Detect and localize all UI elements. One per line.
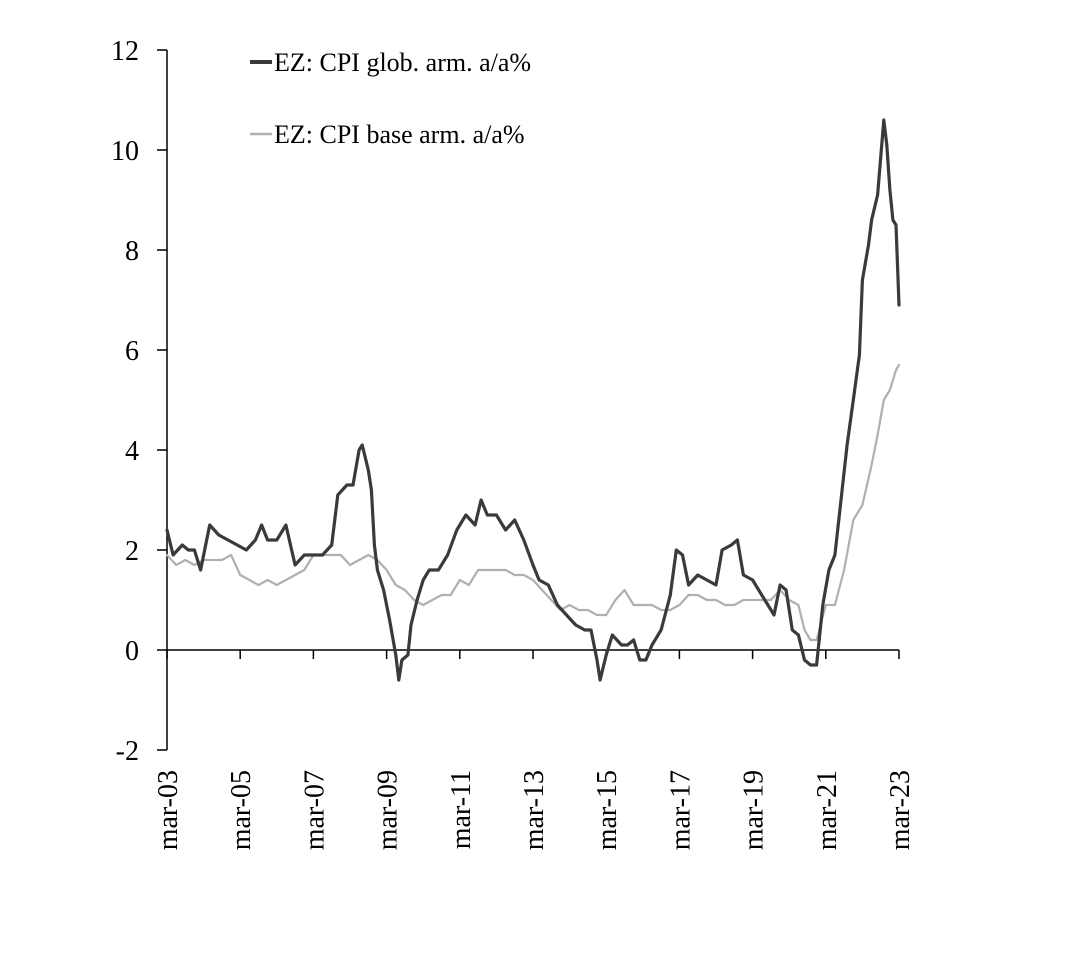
x-tick-label: mar-03	[153, 770, 184, 850]
y-tick-label: 6	[125, 336, 139, 367]
x-tick-label: mar-05	[226, 770, 257, 850]
y-axis: -2 0 2 4 6 8 10 12	[111, 36, 168, 767]
x-axis: mar-03 mar-05 mar-07 mar-09 mar-11 mar-13 mar-…	[153, 649, 916, 850]
legend-label-core: EZ: CPI base arm. a/a%	[274, 120, 525, 149]
series-line-cpi-global	[165, 118, 901, 682]
series-lines	[165, 118, 901, 682]
series-line-cpi-core	[165, 363, 901, 642]
y-tick-label: 10	[111, 136, 139, 167]
x-tick-label: mar-15	[592, 770, 623, 850]
y-tick-label: 2	[125, 536, 139, 567]
y-tick-label: 8	[125, 236, 139, 267]
x-tick-label: mar-23	[885, 770, 916, 850]
x-tick-label: mar-19	[739, 770, 770, 850]
x-tick-label: mar-11	[446, 770, 477, 849]
x-tick-label: mar-21	[812, 770, 843, 850]
legend-label-global: EZ: CPI glob. arm. a/a%	[274, 48, 531, 77]
y-tick-label: 0	[125, 636, 139, 667]
x-tick-label: mar-17	[665, 770, 696, 850]
legend: EZ: CPI glob. arm. a/a% EZ: CPI base arm…	[250, 48, 531, 149]
y-tick-label: 4	[125, 436, 139, 467]
x-tick-label: mar-07	[299, 770, 330, 850]
y-tick-label: -2	[116, 736, 139, 767]
x-tick-label: mar-13	[519, 770, 550, 850]
y-tick-label: 12	[111, 36, 139, 67]
x-tick-label: mar-09	[373, 770, 404, 850]
